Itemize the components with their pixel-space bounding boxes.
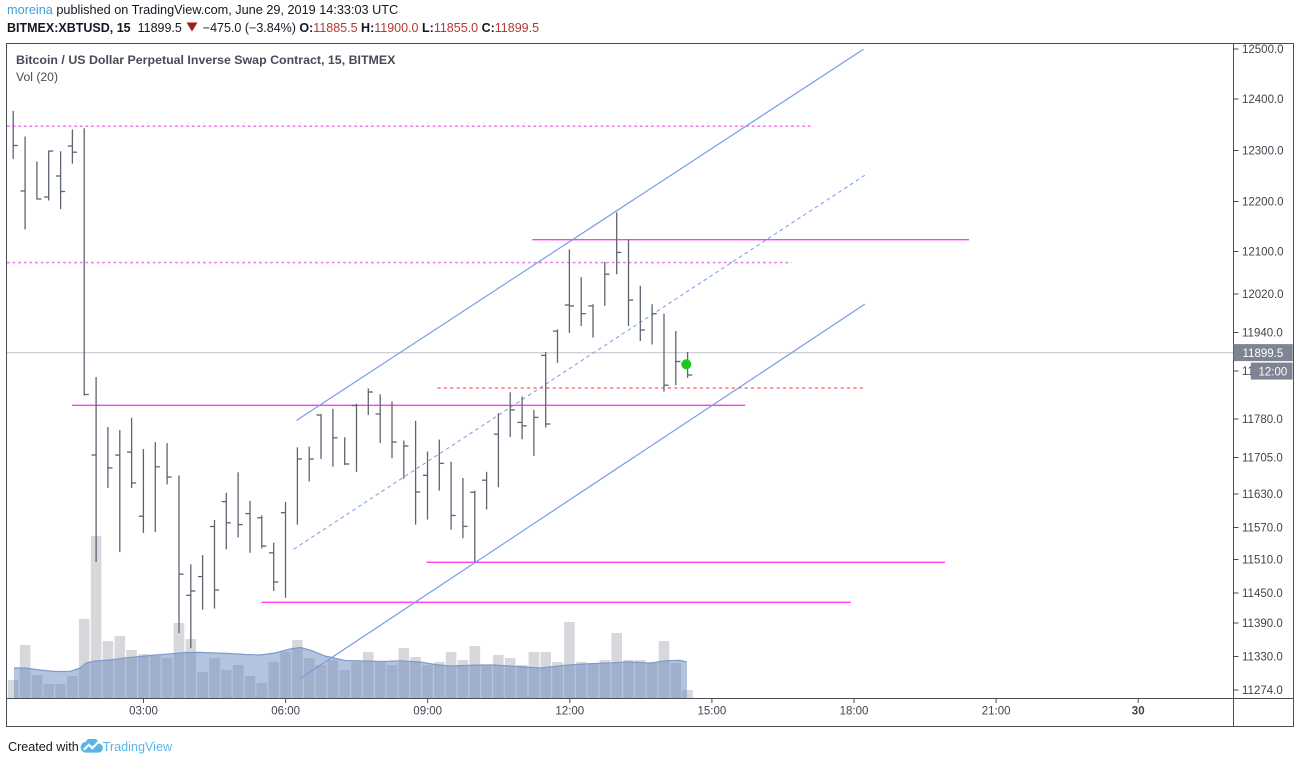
svg-text:21:00: 21:00 (982, 706, 1011, 718)
svg-text:09:00: 09:00 (413, 706, 442, 718)
svg-text:11630.0: 11630.0 (1242, 489, 1283, 501)
svg-text:11899.5: 11899.5 (1243, 348, 1284, 360)
svg-text:11705.0: 11705.0 (1242, 453, 1283, 465)
svg-text:03:00: 03:00 (129, 706, 158, 718)
svg-text:11390.0: 11390.0 (1242, 618, 1283, 630)
svg-text:11510.0: 11510.0 (1242, 555, 1283, 567)
svg-text:12300.0: 12300.0 (1242, 146, 1284, 158)
svg-text:12:00: 12:00 (1259, 366, 1288, 378)
svg-text:11570.0: 11570.0 (1242, 523, 1283, 535)
svg-text:18:00: 18:00 (840, 706, 869, 718)
svg-text:11450.0: 11450.0 (1242, 588, 1283, 600)
svg-text:11940.0: 11940.0 (1242, 328, 1283, 340)
svg-text:15:00: 15:00 (698, 706, 727, 718)
svg-text:11330.0: 11330.0 (1242, 652, 1283, 664)
svg-text:12500.0: 12500.0 (1242, 44, 1284, 56)
svg-text:12400.0: 12400.0 (1242, 94, 1284, 106)
svg-text:12100.0: 12100.0 (1242, 247, 1284, 259)
svg-text:12200.0: 12200.0 (1242, 197, 1284, 209)
svg-text:11780.0: 11780.0 (1242, 414, 1283, 426)
svg-text:06:00: 06:00 (271, 706, 300, 718)
svg-text:12020.0: 12020.0 (1242, 289, 1284, 301)
svg-text:12:00: 12:00 (555, 706, 584, 718)
svg-text:30: 30 (1132, 706, 1145, 718)
svg-text:11274.0: 11274.0 (1242, 685, 1283, 697)
